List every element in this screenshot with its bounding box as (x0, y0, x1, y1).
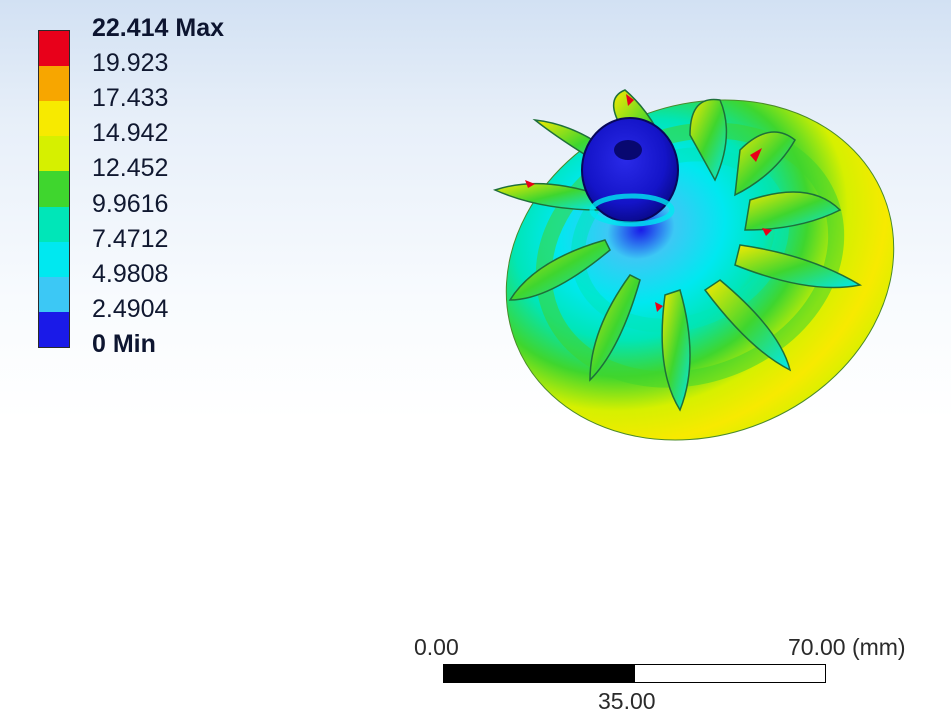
legend-swatch (39, 241, 69, 278)
hotspots (525, 94, 772, 312)
scale-fill (444, 665, 635, 682)
scale-track (443, 664, 826, 683)
legend-swatch (39, 206, 69, 243)
hub-base-ring (589, 193, 675, 227)
scale-mid-label: 35.00 (598, 688, 656, 714)
scale-right-label: 70.00 (mm) (788, 634, 906, 660)
legend-label: 12.452 (92, 154, 169, 183)
hub-bore (614, 140, 642, 160)
impeller-contour-model[interactable] (450, 80, 910, 460)
legend-label: 0 Min (92, 330, 156, 358)
legend-swatch (39, 311, 69, 348)
scale-bar: 0.00 70.00 (mm) 35.00 (410, 630, 930, 720)
legend-swatch (39, 101, 69, 137)
legend-label: 14.942 (92, 119, 169, 148)
legend-label: 9.9616 (92, 189, 169, 218)
legend-label: 4.9808 (92, 259, 169, 288)
legend-label: 7.4712 (92, 224, 169, 253)
legend-swatch (39, 31, 69, 67)
legend-label: 17.433 (92, 84, 169, 113)
contour-legend: 22.414 Max 19.923 17.433 14.942 12.452 9.9616… (38, 14, 338, 364)
legend-swatch (39, 171, 69, 208)
legend-swatch (39, 276, 69, 313)
scale-left-label: 0.00 (414, 634, 459, 660)
legend-swatch (39, 136, 69, 172)
legend-label: 19.923 (92, 49, 169, 78)
legend-label: 22.414 Max (92, 14, 225, 42)
legend-color-bar (38, 30, 70, 348)
legend-swatch (39, 66, 69, 102)
legend-label: 2.4904 (92, 294, 169, 323)
